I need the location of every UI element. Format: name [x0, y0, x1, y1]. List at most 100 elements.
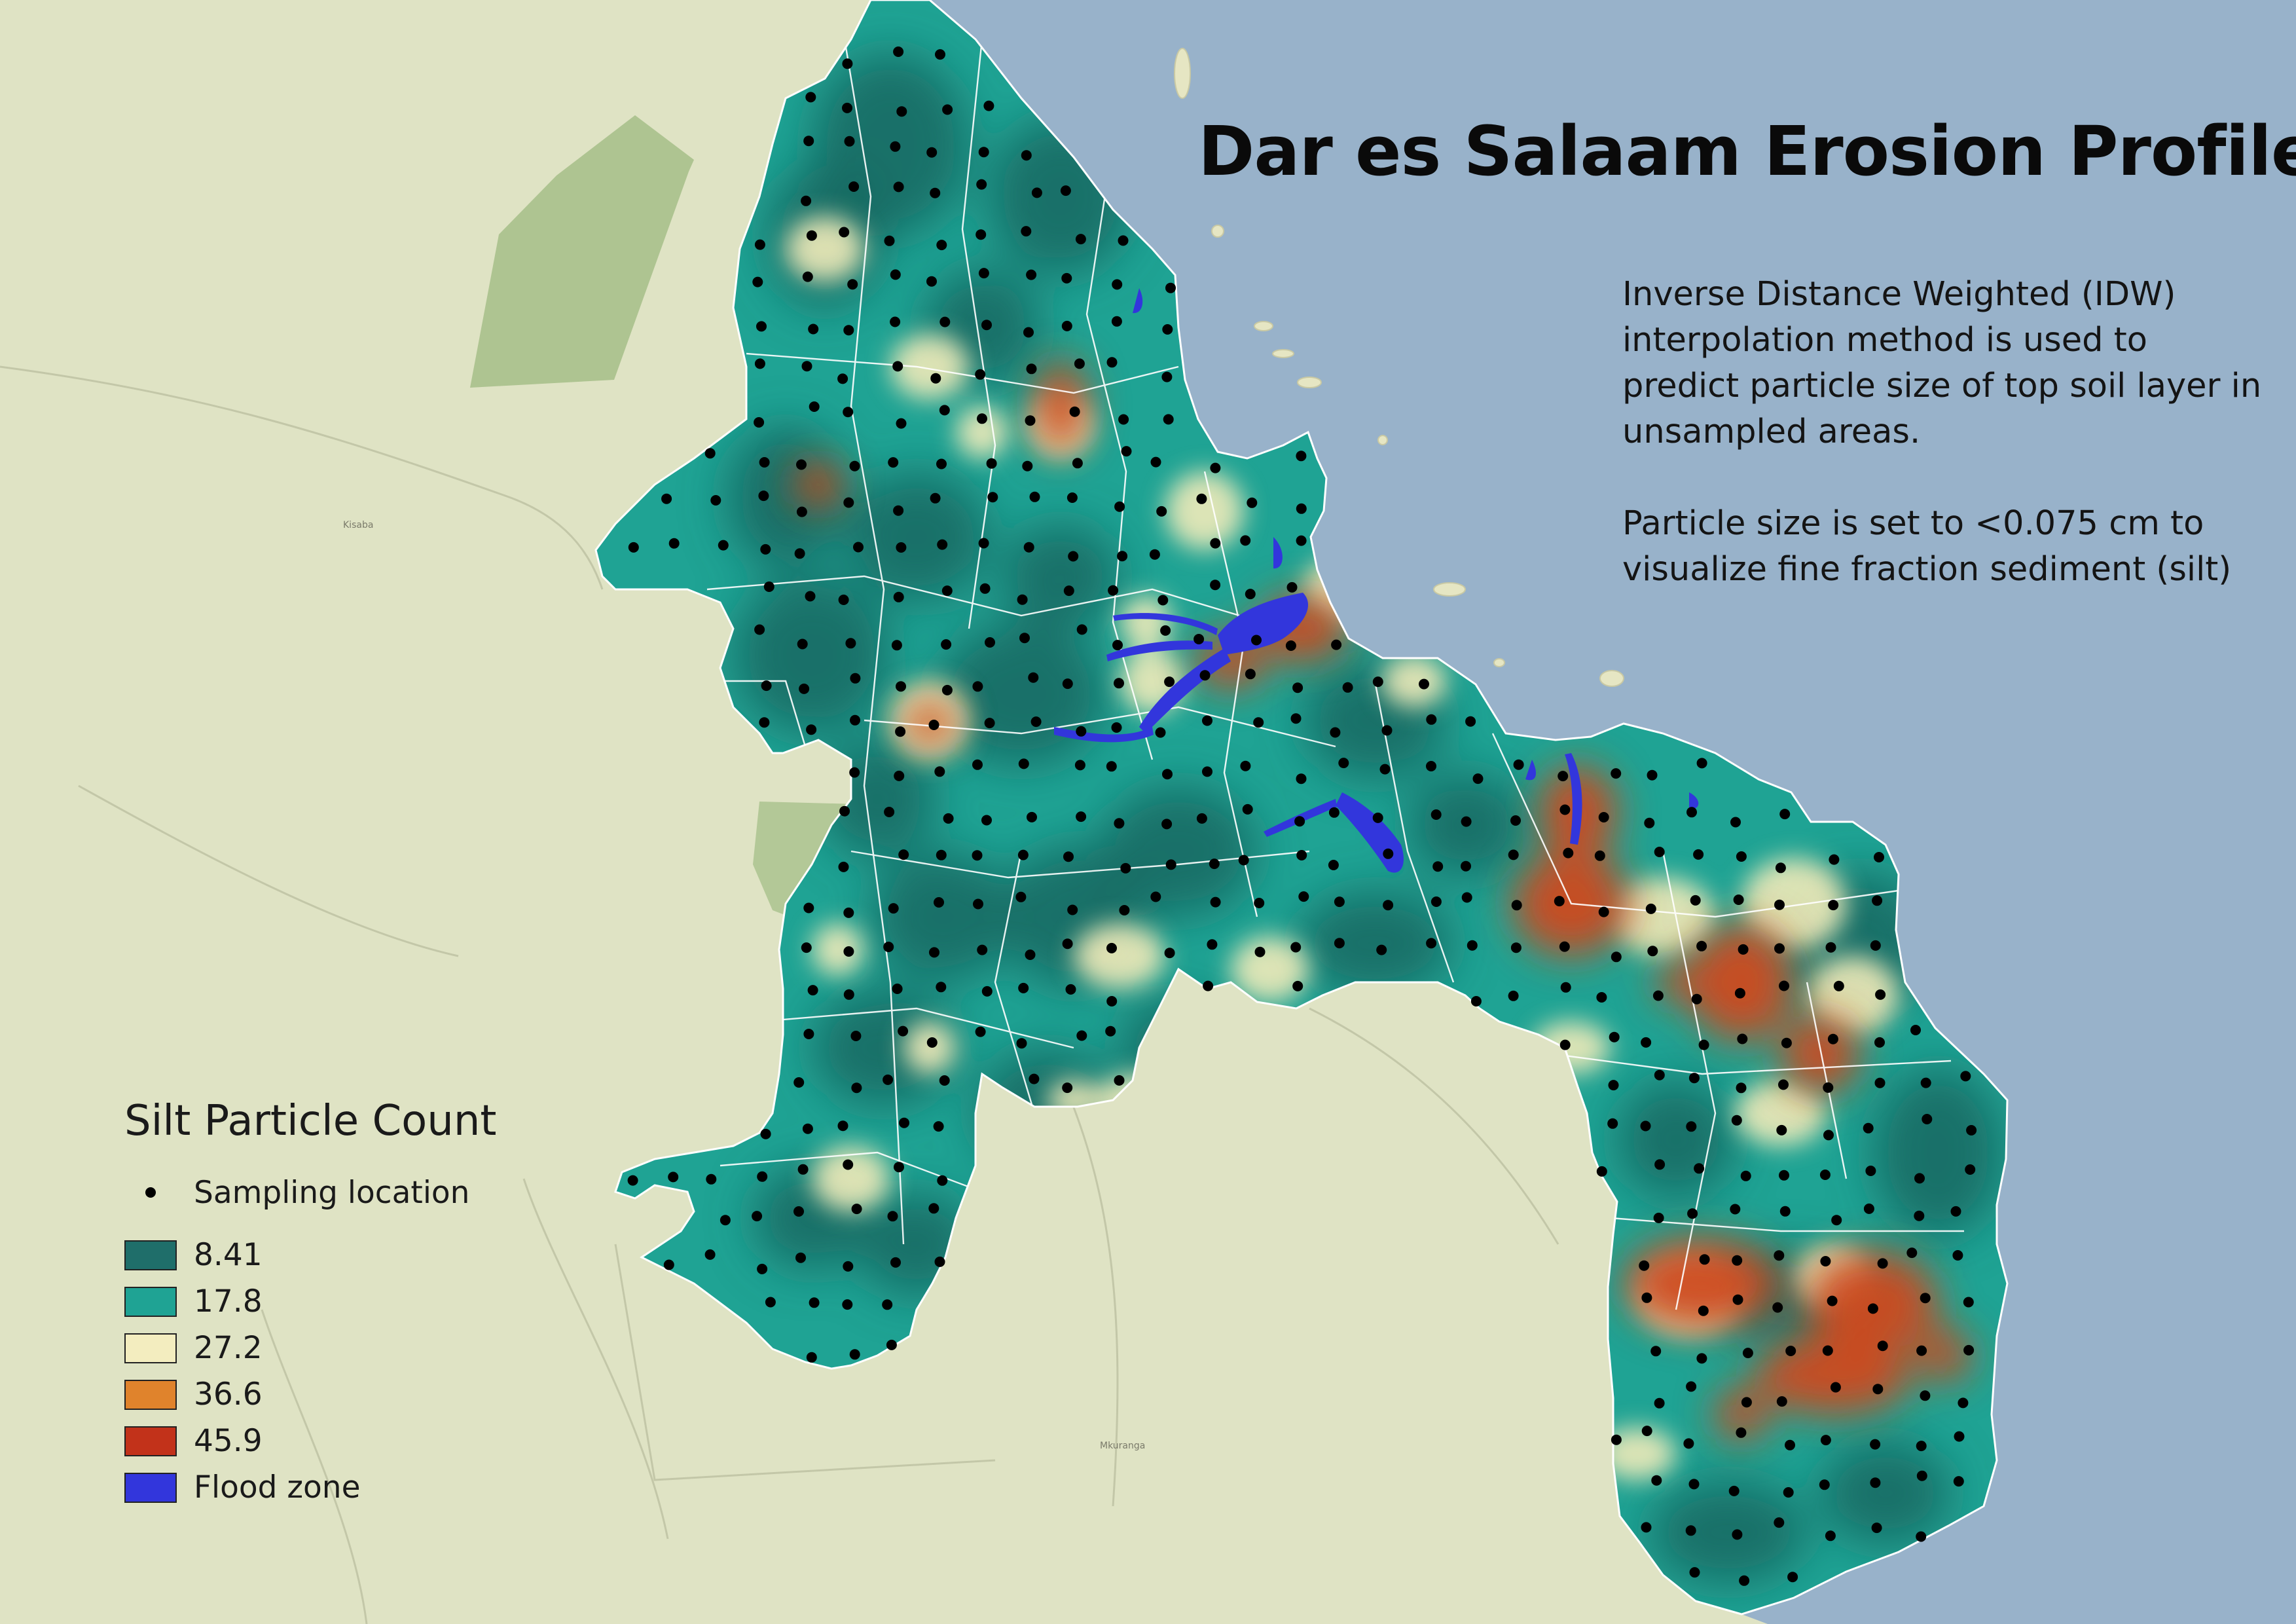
sampling-point — [1165, 282, 1176, 293]
sampling-point — [1062, 1082, 1073, 1094]
sampling-point — [1920, 1077, 1931, 1088]
sampling-point — [987, 492, 998, 503]
sampling-point — [1693, 849, 1704, 860]
sampling-point — [837, 1120, 848, 1132]
sampling-point — [936, 849, 947, 860]
district-raster — [594, 0, 2009, 1615]
sampling-point — [1641, 1426, 1652, 1437]
sampling-point — [1074, 358, 1085, 369]
sampling-point — [1461, 816, 1472, 827]
sampling-point — [1694, 1163, 1705, 1174]
sampling-point — [1877, 1340, 1888, 1352]
sampling-point — [1779, 809, 1791, 820]
sampling-point — [845, 638, 856, 649]
place-labels: Kisaba Mkuranga — [343, 520, 1145, 1451]
sampling-point — [1825, 1530, 1836, 1541]
sampling-point — [972, 759, 983, 770]
sampling-point — [806, 1352, 817, 1363]
sampling-point — [1075, 234, 1086, 245]
sampling-point — [1017, 849, 1029, 860]
sampling-point — [1296, 850, 1307, 860]
legend-label: Sampling location — [194, 1174, 470, 1211]
sampling-point — [1296, 451, 1307, 462]
sampling-point — [1238, 855, 1249, 866]
sampling-point — [1831, 1215, 1842, 1226]
sampling-point — [1865, 1166, 1876, 1176]
sampling-point — [1030, 716, 1042, 728]
sampling-point — [1118, 414, 1129, 425]
sampling-point — [930, 187, 941, 198]
legend-item-class-3: 27.2 — [124, 1325, 491, 1371]
sampling-point — [890, 141, 901, 152]
map-title: Dar es Salaam Erosion Profile — [1198, 111, 2296, 191]
sampling-point — [1029, 1073, 1040, 1084]
place-label-mkuranga: Mkuranga — [1100, 1441, 1145, 1451]
place-label-kisaba: Kisaba — [343, 520, 373, 530]
sampling-point — [1916, 1531, 1927, 1542]
description-particle-size: Particle size is set to <0.075 cm to vis… — [1622, 504, 2232, 589]
sampling-point — [930, 373, 941, 384]
sampling-point — [1334, 938, 1345, 949]
sampling-point — [1688, 1479, 1700, 1490]
sampling-point — [796, 459, 807, 470]
sampling-point — [1598, 906, 1609, 917]
moderate-silt-patch — [890, 334, 969, 399]
sampling-point — [934, 1256, 945, 1267]
sampling-point — [851, 1204, 862, 1215]
sampling-point — [1203, 980, 1214, 991]
sampling-point — [886, 1339, 897, 1350]
sampling-point — [1105, 1025, 1116, 1037]
sampling-point — [1372, 676, 1383, 688]
sampling-point — [884, 235, 895, 246]
sampling-point — [1018, 758, 1029, 769]
high-silt-hotspot — [1781, 1015, 1859, 1094]
sampling-point — [805, 591, 816, 602]
sampling-point — [843, 907, 854, 918]
legend-item-class-2: 17.8 — [124, 1278, 491, 1325]
sampling-point — [803, 1029, 814, 1039]
moderate-silt-patch — [812, 1146, 890, 1211]
sampling-point — [1774, 943, 1785, 954]
sampling-point — [850, 673, 861, 684]
sampling-point — [1076, 624, 1087, 635]
sampling-point — [704, 1249, 716, 1260]
sampling-point — [1827, 1033, 1838, 1044]
sampling-point — [1294, 816, 1305, 827]
sampling-point — [1120, 862, 1131, 874]
moderate-silt-patch — [1165, 471, 1244, 550]
sampling-point — [1741, 1397, 1752, 1408]
sampling-point — [795, 1252, 806, 1263]
sampling-point — [986, 458, 997, 469]
sampling-point — [1683, 1438, 1694, 1449]
sampling-point — [1461, 892, 1472, 903]
sampling-point — [1027, 811, 1037, 822]
sampling-point — [1781, 1037, 1792, 1048]
low-silt-patch — [733, 576, 890, 733]
sampling-point — [1028, 672, 1039, 683]
sampling-point — [1240, 760, 1251, 771]
legend-item-sampling-location: Sampling location — [124, 1166, 491, 1219]
sampling-point — [1111, 722, 1122, 733]
high-silt-hotspot — [1755, 1336, 1912, 1414]
sampling-point — [888, 457, 899, 468]
sampling-point — [1419, 678, 1429, 690]
sampling-point — [720, 1215, 731, 1226]
sampling-point — [807, 985, 818, 996]
sampling-point — [1863, 1122, 1874, 1134]
sampling-point — [941, 585, 953, 597]
sampling-point — [1910, 1025, 1921, 1035]
sampling-point — [1640, 1120, 1651, 1132]
sampling-point — [1874, 1077, 1886, 1088]
sampling-point — [1338, 758, 1349, 769]
sampling-point — [1732, 1529, 1743, 1540]
sampling-point — [1157, 595, 1169, 606]
sampling-point — [1161, 371, 1173, 382]
sampling-point — [1687, 1208, 1698, 1219]
sampling-point — [1150, 891, 1161, 902]
sampling-point — [1916, 1470, 1927, 1481]
sampling-point — [843, 407, 854, 418]
sampling-point — [802, 271, 813, 282]
sampling-point — [1025, 415, 1036, 426]
low-silt-patch — [1002, 524, 1120, 629]
sampling-point — [1772, 1302, 1783, 1313]
